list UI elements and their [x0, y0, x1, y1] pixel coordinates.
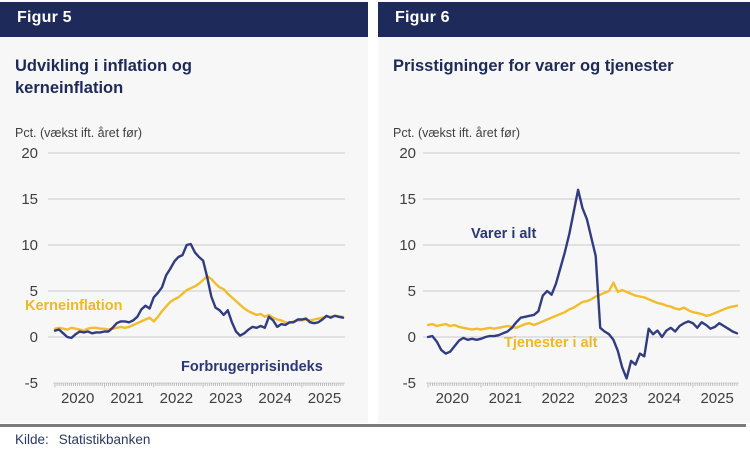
- y-tick-label: 20: [399, 145, 416, 162]
- goods-services-chart: Pct. (vækst ift. året før) 20 15 10 5 0 -5 2020…: [393, 126, 740, 407]
- y-tick-label: 15: [21, 191, 38, 208]
- source-label: Kilde:: [15, 432, 49, 447]
- x-tick-label: 2020: [436, 390, 469, 407]
- series-line-forbrugerprisindeks: [53, 242, 345, 340]
- series-label-tjenester-i-alt: Tjenester i alt: [504, 335, 598, 351]
- source-note: Kilde: Statistikbanken: [15, 432, 150, 447]
- y-tick-label: 5: [408, 283, 416, 300]
- y-tick-label: 10: [399, 237, 416, 254]
- figure-badge: Figur 6: [378, 2, 750, 37]
- x-tick-label: 2024: [258, 390, 291, 407]
- figure-title: Prisstigninger for varer og tjenester: [393, 57, 674, 75]
- series-label-kerneinflation: Kerneinflation: [25, 298, 122, 314]
- y-tick-label: 0: [30, 329, 38, 346]
- series-label-forbrugerprisindeks: Forbrugerprisindeks: [181, 359, 323, 375]
- figure-badge-label: Figur 5: [17, 9, 72, 26]
- y-tick-label: 20: [21, 145, 38, 162]
- x-tick-label: 2020: [61, 390, 94, 407]
- x-tick-label: 2024: [647, 390, 680, 407]
- series-label-varer-i-alt: Varer i alt: [471, 226, 536, 242]
- y-tick-label: 0: [408, 329, 416, 346]
- figure-badge-label: Figur 6: [395, 9, 450, 26]
- y-tick-label: -5: [25, 375, 38, 392]
- y-tick-label: 10: [21, 237, 38, 254]
- axis-unit-label: Pct. (vækst ift. året før): [393, 126, 520, 140]
- figure-badge: Figur 5: [0, 2, 368, 37]
- x-tick-label: 2021: [489, 390, 522, 407]
- y-tick-label: -5: [403, 375, 416, 392]
- x-tick-label: 2021: [110, 390, 143, 407]
- panel-figur-6: Figur 6 Prisstigninger for varer og tjen…: [378, 2, 750, 423]
- series-line-varer-i-alt: [426, 188, 739, 380]
- x-tick-label: 2025: [308, 390, 341, 407]
- series-line-tjenester-i-alt: [426, 281, 739, 331]
- x-tick-label: 2023: [595, 390, 628, 407]
- x-tick-label: 2022: [160, 390, 193, 407]
- axis-unit-label: Pct. (vækst ift. året før): [15, 126, 142, 140]
- x-tick-label: 2025: [700, 390, 733, 407]
- x-tick-label: 2022: [542, 390, 575, 407]
- inflation-chart: Pct. (vækst ift. året før) 20 15 10 5 0 -5 2020…: [15, 126, 345, 407]
- footer-divider: [0, 424, 746, 427]
- source-value: Statistikbanken: [58, 432, 151, 447]
- panel-figur-5: Figur 5 Udvikling i inflation og kernein…: [0, 2, 368, 423]
- x-tick-label: 2023: [209, 390, 242, 407]
- y-tick-label: 5: [30, 283, 38, 300]
- figure-title: Udvikling i inflation og kerneinflation: [15, 57, 192, 98]
- y-tick-label: 15: [399, 191, 416, 208]
